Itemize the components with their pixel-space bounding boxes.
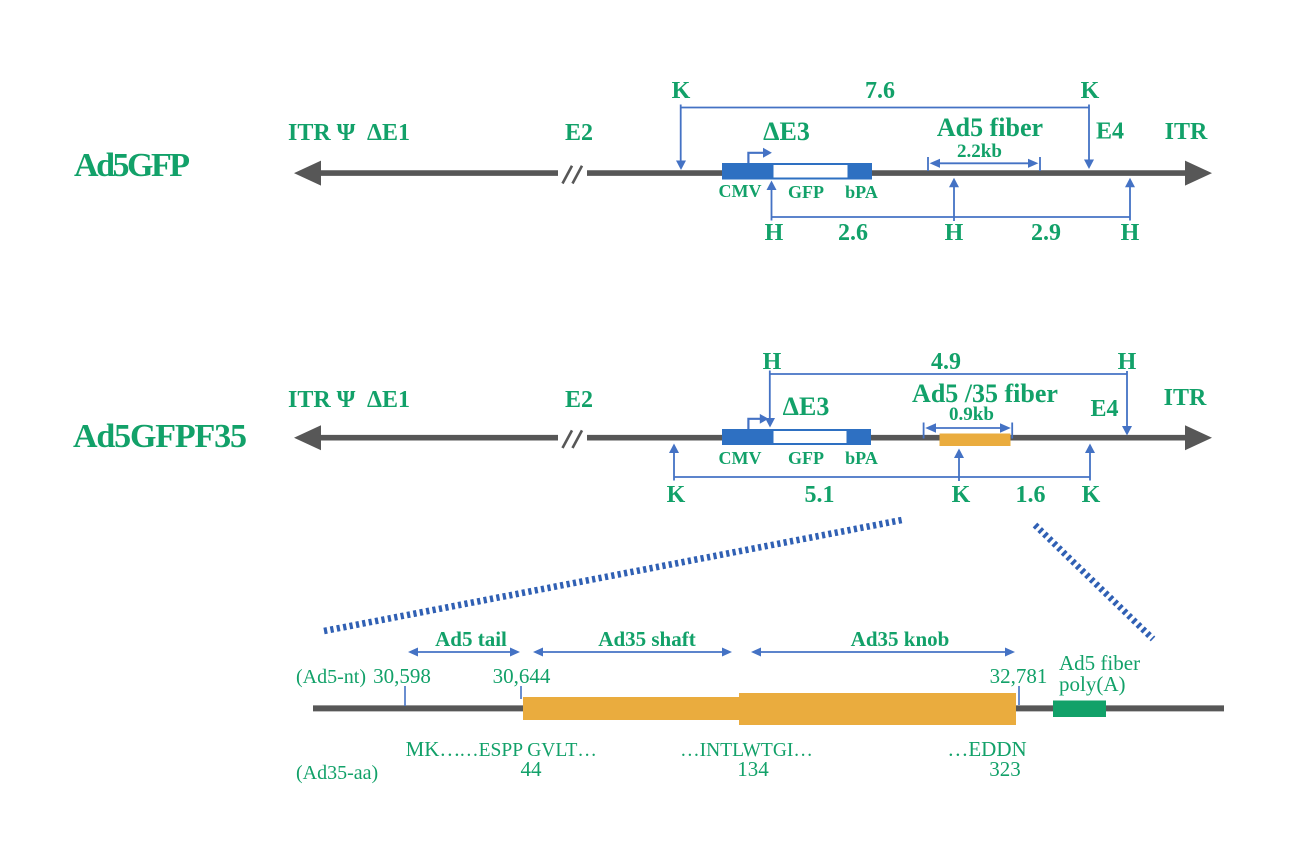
svg-text:0.9kb: 0.9kb xyxy=(949,404,994,425)
svg-text:E4: E4 xyxy=(1090,396,1118,422)
svg-text:MK…: MK… xyxy=(406,737,461,761)
svg-text:E2: E2 xyxy=(565,387,593,413)
svg-text:2.6: 2.6 xyxy=(838,220,868,246)
svg-text:ΔE1: ΔE1 xyxy=(367,120,410,146)
svg-text:…INTLWTGI…: …INTLWTGI… xyxy=(680,740,813,761)
svg-text:GFP: GFP xyxy=(788,448,824,468)
svg-text:ITR: ITR xyxy=(1164,385,1207,411)
svg-text:ITR: ITR xyxy=(288,387,331,413)
svg-text:(Ad5-nt): (Ad5-nt) xyxy=(296,666,366,688)
svg-text:32,781: 32,781 xyxy=(990,664,1048,688)
svg-text:K: K xyxy=(1082,482,1101,508)
svg-text:bPA: bPA xyxy=(845,448,878,468)
svg-text:Ψ: Ψ xyxy=(337,387,356,413)
svg-text:ΔE3: ΔE3 xyxy=(763,117,810,146)
svg-text:H: H xyxy=(945,220,964,246)
svg-text:CMV: CMV xyxy=(719,181,762,201)
svg-text:H: H xyxy=(765,220,784,246)
svg-text:K: K xyxy=(952,482,971,508)
svg-text:1.6: 1.6 xyxy=(1016,482,1046,508)
svg-text:4.9: 4.9 xyxy=(931,349,961,375)
svg-text:E4: E4 xyxy=(1096,119,1124,145)
svg-text:2.9: 2.9 xyxy=(1031,220,1061,246)
svg-text:5.1: 5.1 xyxy=(805,482,835,508)
svg-text:(Ad35-aa): (Ad35-aa) xyxy=(296,762,378,784)
svg-text:30,644: 30,644 xyxy=(493,664,551,688)
svg-text:ΔE3: ΔE3 xyxy=(783,392,830,421)
svg-text:Ψ: Ψ xyxy=(337,120,356,146)
svg-text:K: K xyxy=(667,482,686,508)
svg-text:H: H xyxy=(763,349,782,375)
svg-text:30,598: 30,598 xyxy=(373,664,431,688)
svg-text:ITR: ITR xyxy=(288,120,331,146)
svg-text:2.2kb: 2.2kb xyxy=(957,141,1002,162)
svg-text:Ad5GFPF35: Ad5GFPF35 xyxy=(73,418,247,455)
svg-text:Ad5 fiber: Ad5 fiber xyxy=(1059,651,1140,675)
svg-text:Ad5GFP: Ad5GFP xyxy=(74,147,190,184)
svg-text:K: K xyxy=(1081,78,1100,104)
svg-text:E2: E2 xyxy=(565,120,593,146)
svg-text:H: H xyxy=(1121,220,1140,246)
svg-text:poly(A): poly(A) xyxy=(1059,672,1126,696)
svg-text:134: 134 xyxy=(737,757,769,781)
svg-text:Ad5 fiber: Ad5 fiber xyxy=(937,113,1043,142)
svg-text:ΔE1: ΔE1 xyxy=(367,387,410,413)
svg-text:CMV: CMV xyxy=(719,448,762,468)
svg-text:…EDDN: …EDDN xyxy=(947,737,1026,761)
svg-text:GFP: GFP xyxy=(788,182,824,202)
svg-text:Ad5 /35 fiber: Ad5 /35 fiber xyxy=(912,379,1058,408)
svg-text:Ad5 tail: Ad5 tail xyxy=(435,627,507,651)
svg-text:7.6: 7.6 xyxy=(865,78,895,104)
svg-text:44: 44 xyxy=(521,757,543,781)
svg-text:Ad35 shaft: Ad35 shaft xyxy=(598,627,695,651)
svg-text:K: K xyxy=(672,78,691,104)
svg-text:bPA: bPA xyxy=(845,182,878,202)
svg-text:ITR: ITR xyxy=(1165,119,1208,145)
svg-text:Ad35 knob: Ad35 knob xyxy=(851,627,950,651)
svg-text:323: 323 xyxy=(989,757,1021,781)
svg-text:H: H xyxy=(1118,349,1137,375)
svg-text:…ESPP GVLT…: …ESPP GVLT… xyxy=(459,740,597,761)
